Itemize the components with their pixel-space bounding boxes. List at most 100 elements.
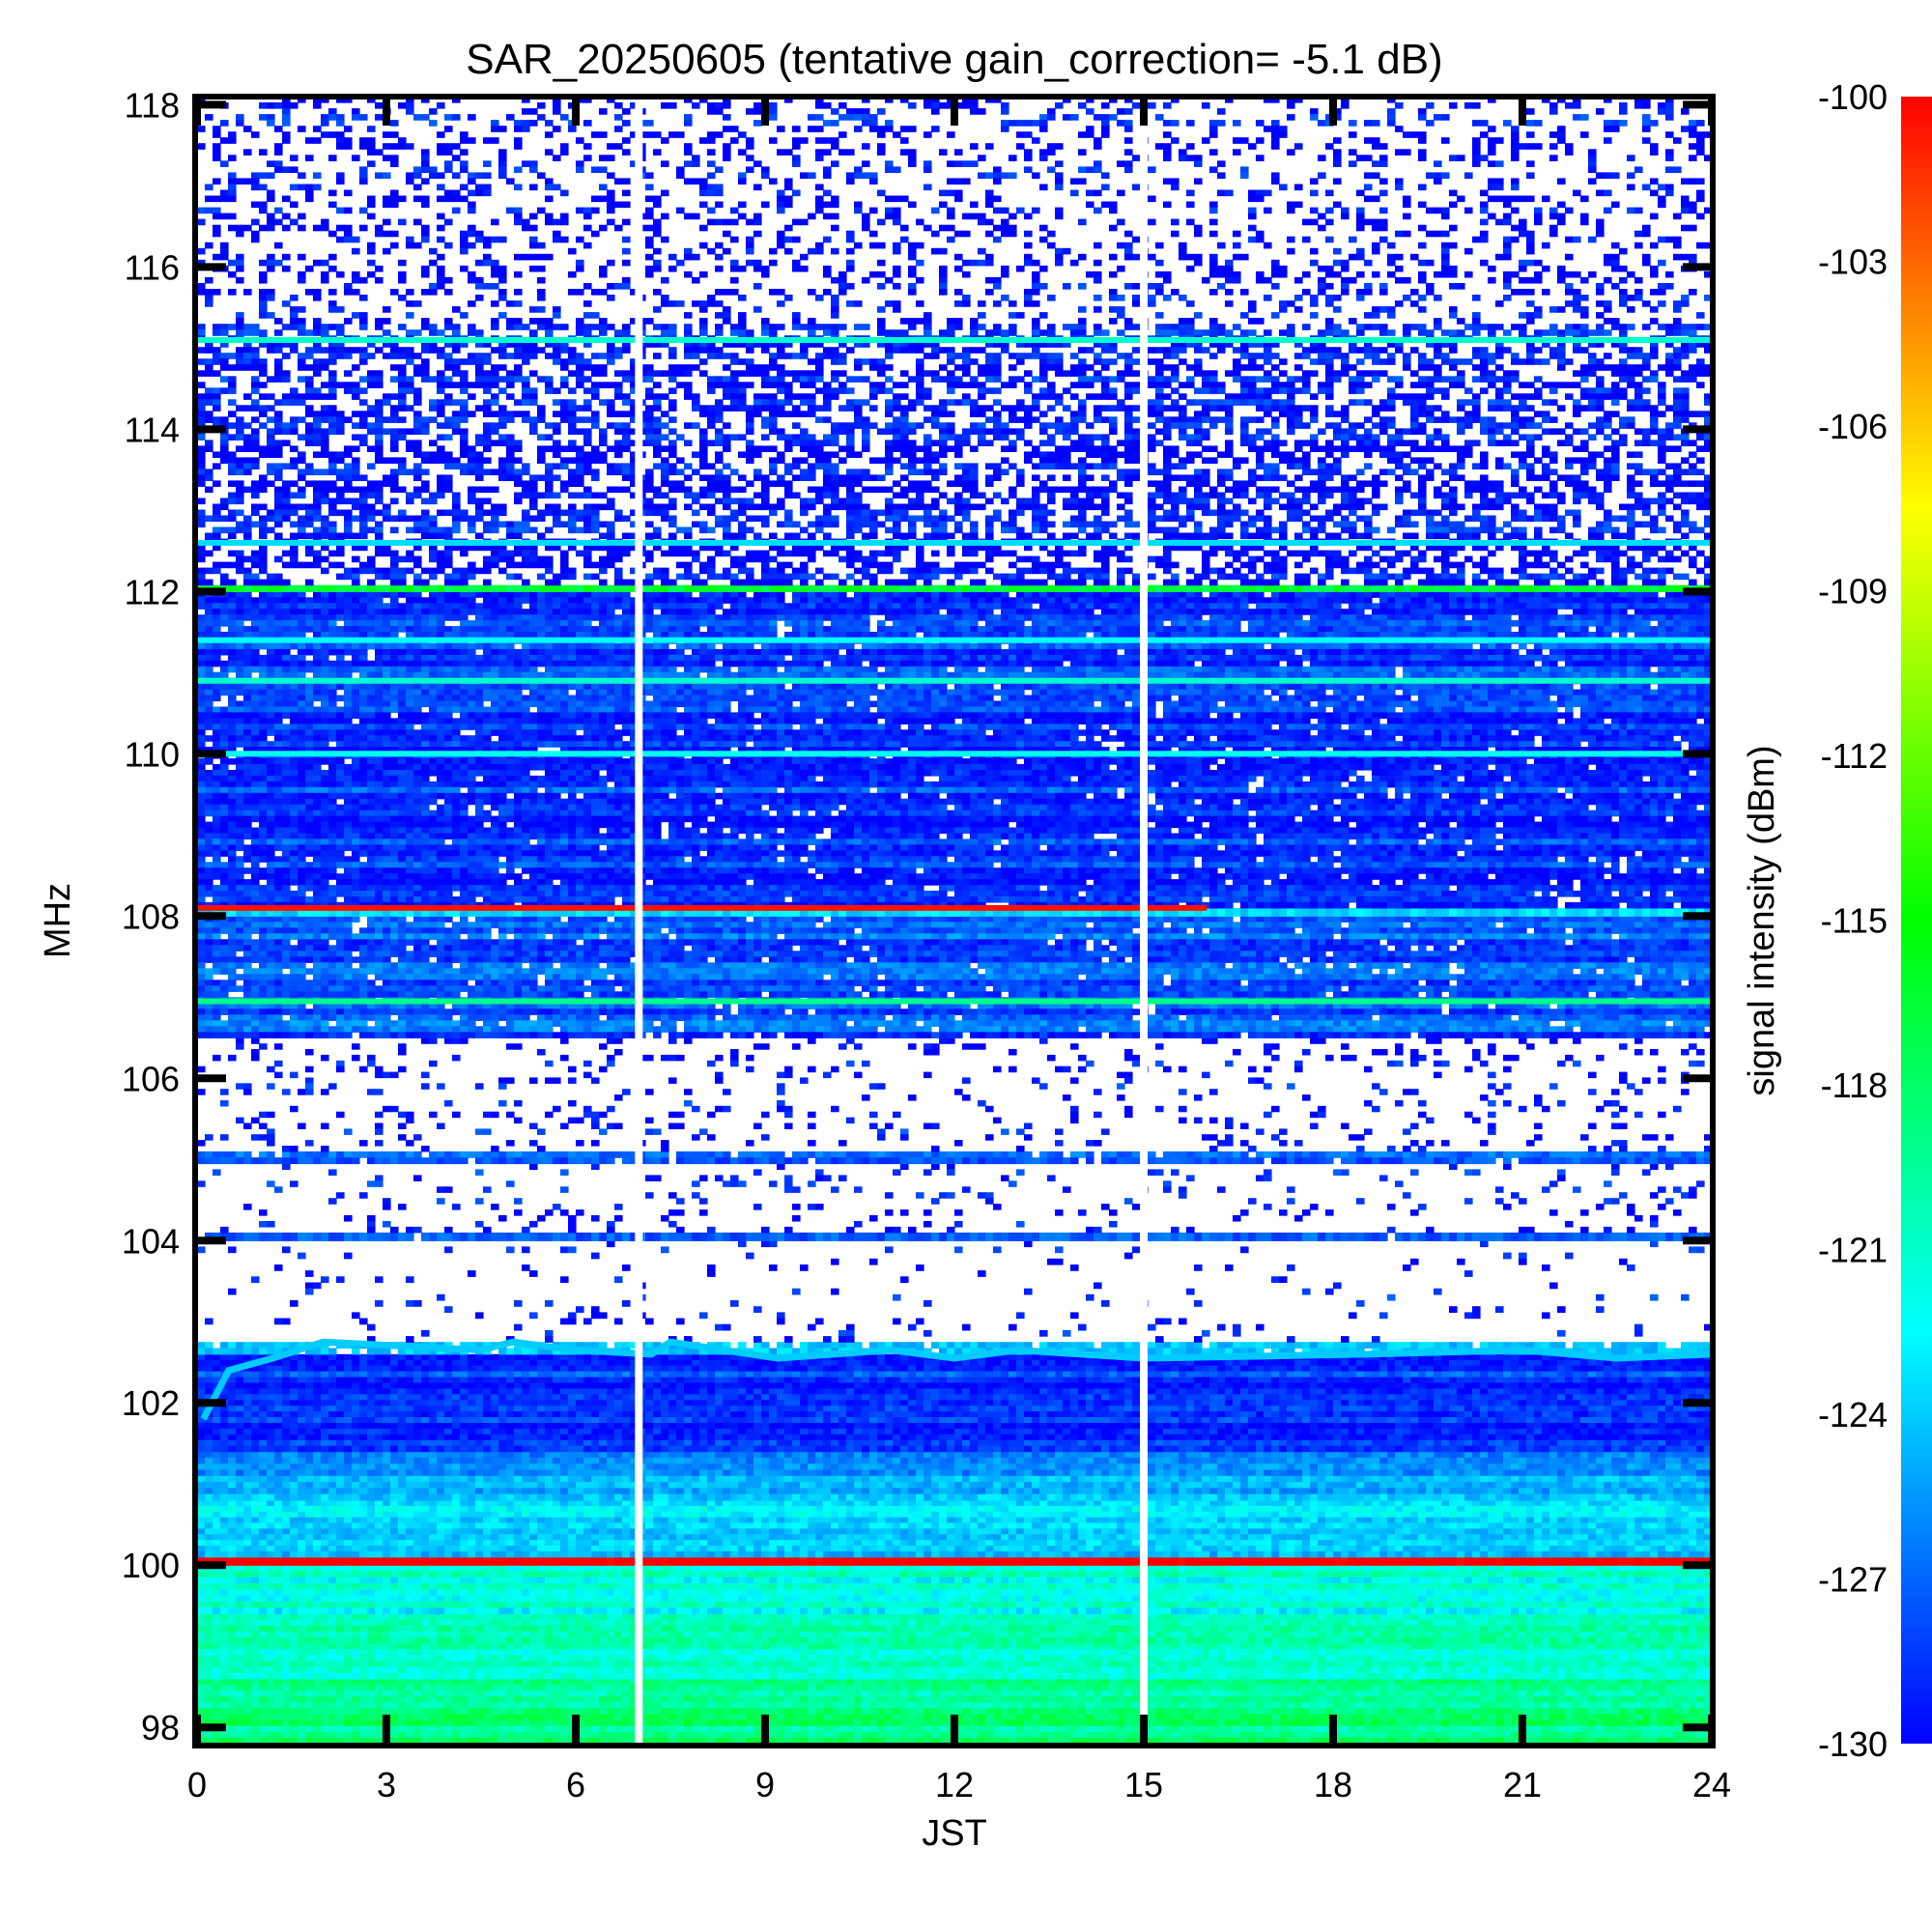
heatmap-cell: [823, 1655, 832, 1662]
heatmap-cell: [1264, 1655, 1272, 1662]
heatmap-cell: [614, 1720, 623, 1727]
heatmap-cell: [498, 1715, 507, 1721]
heatmap-cell: [359, 1696, 368, 1703]
heatmap-cell: [336, 1726, 345, 1733]
heatmap-cell: [815, 1673, 824, 1680]
heatmap-cell: [205, 1685, 213, 1691]
heatmap-cell: [1225, 1720, 1234, 1727]
heatmap-cell: [854, 1702, 863, 1709]
heatmap-cell: [1395, 1732, 1404, 1739]
heatmap-cell: [1341, 1614, 1350, 1621]
heatmap-cell: [537, 1685, 546, 1691]
heatmap-cell: [676, 1626, 685, 1633]
heatmap-cell: [668, 1565, 677, 1572]
heatmap-cell: [1634, 1565, 1643, 1572]
heatmap-cell: [1047, 1649, 1056, 1656]
heatmap-cell: [931, 1673, 940, 1680]
heatmap-cell: [1634, 1643, 1643, 1650]
heatmap-cell: [1549, 1620, 1558, 1627]
heatmap-cell: [344, 1673, 353, 1680]
heatmap-cell: [529, 1632, 538, 1638]
heatmap-cell: [1426, 1577, 1435, 1584]
heatmap-cell: [1356, 1720, 1365, 1727]
heatmap-cell: [429, 1679, 438, 1686]
heatmap-cell: [862, 1708, 870, 1715]
heatmap-cell: [746, 1667, 754, 1674]
heatmap-cell: [1117, 1577, 1125, 1584]
heatmap-cell: [1009, 1726, 1017, 1733]
heatmap-cell: [1426, 1565, 1435, 1572]
heatmap-cell: [800, 1720, 809, 1727]
heatmap-cell: [614, 1649, 623, 1656]
heatmap-cell: [1032, 1614, 1040, 1621]
heatmap-cell: [1325, 1620, 1334, 1627]
heatmap-cell: [1580, 1626, 1589, 1633]
heatmap-cell: [792, 1732, 801, 1739]
heatmap-cell: [916, 1726, 924, 1733]
heatmap-cell: [274, 1614, 283, 1621]
heatmap-cell: [1279, 1720, 1288, 1727]
heatmap-cell: [1372, 1626, 1380, 1633]
heatmap-cell: [1248, 1649, 1257, 1656]
heatmap-cell: [1155, 1673, 1164, 1680]
heatmap-cell: [213, 1632, 221, 1638]
heatmap-cell: [753, 1732, 762, 1739]
heatmap-cell: [305, 1708, 314, 1715]
heatmap-cell: [1534, 1690, 1543, 1697]
heatmap-cell: [1101, 1643, 1110, 1650]
heatmap-cell: [1372, 1632, 1380, 1638]
heatmap-cell: [1248, 1696, 1257, 1703]
heatmap-cell: [1418, 1702, 1427, 1709]
heatmap-cell: [970, 1649, 979, 1656]
heatmap-cell: [1248, 1702, 1257, 1709]
heatmap-cell: [923, 1732, 932, 1739]
heatmap-cell: [1642, 1696, 1651, 1703]
heatmap-cell: [1441, 1673, 1450, 1680]
heatmap-cell: [444, 1620, 453, 1627]
heatmap-cell: [854, 1696, 863, 1703]
heatmap-cell: [576, 1565, 584, 1572]
heatmap-cell: [383, 1572, 391, 1578]
heatmap-cell: [1526, 1685, 1535, 1691]
heatmap-cell: [723, 1720, 731, 1727]
heatmap-cell: [1472, 1565, 1481, 1572]
heatmap-cell: [1503, 1632, 1512, 1638]
heatmap-cell: [236, 1715, 244, 1721]
heatmap-cell: [1024, 1655, 1033, 1662]
heatmap-cell: [1418, 1696, 1427, 1703]
heatmap-cell: [1403, 1720, 1411, 1727]
heatmap-cell: [437, 1667, 445, 1674]
heatmap-cell: [1341, 1673, 1350, 1680]
heatmap-cell: [808, 1577, 816, 1584]
heatmap-cell: [931, 1732, 940, 1739]
heatmap-cell: [970, 1572, 979, 1578]
heatmap-cell: [1449, 1715, 1458, 1721]
heatmap-cell: [1086, 1626, 1094, 1633]
heatmap-cell: [753, 1632, 762, 1638]
heatmap-cell: [684, 1690, 693, 1697]
heatmap-cell: [406, 1696, 414, 1703]
heatmap-cell: [730, 1679, 739, 1686]
heatmap-cell: [978, 1696, 986, 1703]
heatmap-cell: [1001, 1702, 1009, 1709]
heatmap-cell: [1055, 1690, 1064, 1697]
heatmap-cell: [1650, 1626, 1659, 1633]
heatmap-cell: [1519, 1565, 1527, 1572]
heatmap-cell: [1279, 1643, 1288, 1650]
heatmap-cell: [491, 1583, 499, 1590]
heatmap-cell: [1032, 1732, 1040, 1739]
heatmap-cell: [1294, 1662, 1303, 1668]
heatmap-cell: [1024, 1626, 1033, 1633]
heatmap-cell: [1124, 1690, 1133, 1697]
heatmap-cell: [1047, 1632, 1056, 1638]
heatmap-cell: [723, 1649, 731, 1656]
heatmap-cell: [923, 1655, 932, 1662]
heatmap-cell: [661, 1649, 669, 1656]
heatmap-cell: [1534, 1667, 1543, 1674]
heatmap-cell: [1155, 1667, 1164, 1674]
heatmap-cell: [522, 1662, 530, 1668]
heatmap-cell: [769, 1679, 778, 1686]
heatmap-cell: [1233, 1708, 1241, 1715]
heatmap-cell: [1109, 1565, 1118, 1572]
heatmap-cell: [1588, 1614, 1597, 1621]
